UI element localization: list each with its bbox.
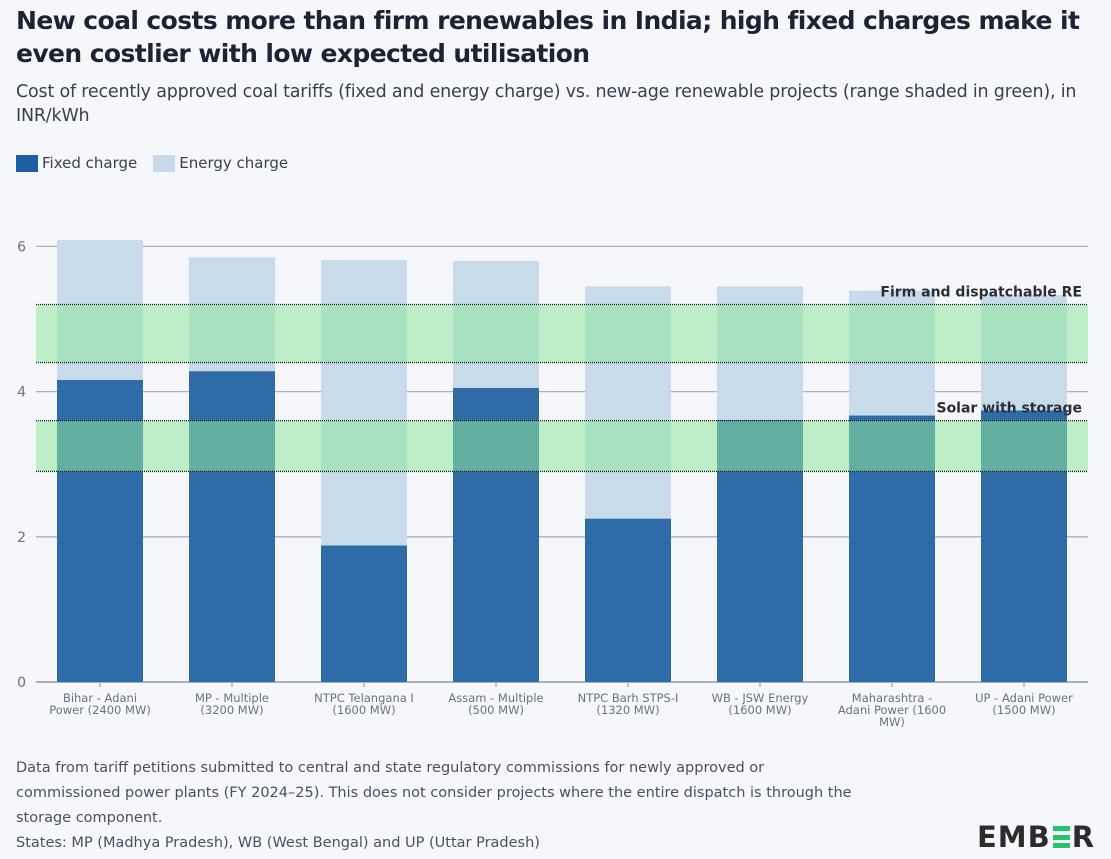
footnote-line: storage component. [16, 810, 163, 826]
legend-label: Energy charge [179, 154, 289, 172]
footnote-line: Data from tariff petitions submitted to … [16, 760, 765, 776]
x-tick-label: MP - Multiple (3200 MW) [195, 691, 269, 717]
renewable-range-band [36, 304, 1088, 363]
chart-title: New coal costs more than firm renewables… [16, 6, 1080, 68]
footnote-line: commissioned power plants (FY 2024–25). … [16, 785, 852, 801]
bar-energy-charge [321, 260, 407, 546]
logo-text-right: R [1071, 820, 1096, 854]
legend-item-energy-charge[interactable]: Energy charge [153, 154, 288, 172]
logo-green-e-icon [1052, 826, 1070, 848]
y-tick-label: 6 [17, 239, 26, 255]
footnote: Data from tariff petitions submitted to … [16, 756, 936, 856]
y-tick-label: 4 [17, 385, 26, 401]
legend-item-fixed-charge[interactable]: Fixed charge [16, 154, 137, 172]
ember-logo: EMB R [977, 820, 1095, 854]
chart-subtitle: Cost of recently approved coal tariffs (… [16, 82, 1077, 126]
x-tick-label: NTPC Telangana I (1600 MW) [314, 691, 414, 717]
x-tick-label: WB - JSW Energy (1600 MW) [712, 691, 809, 717]
x-tick-label: UP - Adani Power (1500 MW) [975, 691, 1073, 717]
band-label: Firm and dispatchable RE [880, 284, 1082, 300]
footnote-line: States: MP (Madhya Pradesh), WB (West Be… [16, 835, 540, 851]
x-tick-label: Bihar - Adani Power (2400 MW) [49, 691, 151, 717]
bar-fixed-charge [189, 371, 275, 682]
legend-swatch-energy [153, 154, 176, 172]
y-tick-label: 2 [17, 530, 26, 546]
band-label: Solar with storage [936, 401, 1082, 417]
legend-label: Fixed charge [42, 154, 138, 172]
legend: Fixed charge Energy charge [16, 154, 304, 172]
x-tick-label: Assam - Multiple (500 MW) [448, 691, 543, 717]
legend-swatch-fixed [16, 154, 38, 172]
y-tick-label: 0 [17, 675, 26, 691]
chart-plot: 0 2 4 6 Bihar - Adani Power (2400 MW) MP - Mul… [17, 239, 1088, 729]
x-tick-label: NTPC Barh STPS-I (1320 MW) [578, 691, 679, 717]
bar-fixed-charge [585, 518, 671, 682]
bar-fixed-charge [321, 545, 407, 682]
x-tick-label: Maharashtra -Adani Power (1600 MW) [838, 691, 946, 729]
logo-text-left: EMB [977, 820, 1051, 854]
renewable-range-band [36, 420, 1088, 472]
